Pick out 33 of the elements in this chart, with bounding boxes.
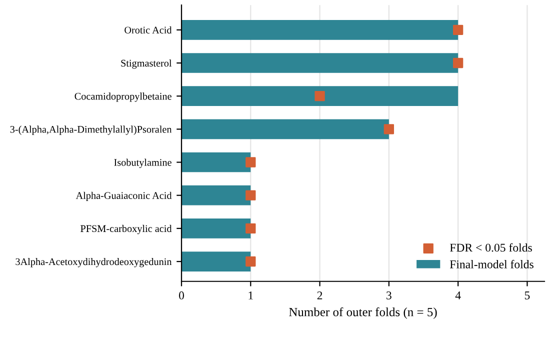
y-tick-label: Alpha-Guaiaconic Acid xyxy=(76,192,172,202)
point xyxy=(452,58,464,68)
point xyxy=(246,157,256,168)
x-tick-label: 0 xyxy=(179,291,184,300)
bar xyxy=(182,20,458,40)
bar xyxy=(182,119,389,140)
x-tick-label: 1 xyxy=(248,291,253,300)
y-tick-label: Stigmasterol xyxy=(121,59,172,69)
bar xyxy=(182,252,251,272)
x-axis-title: Number of outer folds (n = 5) xyxy=(289,307,437,319)
point xyxy=(314,90,325,102)
x-tick-label: 4 xyxy=(455,292,461,300)
bar xyxy=(182,218,251,238)
bar xyxy=(182,86,458,106)
point xyxy=(246,223,256,234)
bar xyxy=(182,53,458,73)
x-tick-label: 5 xyxy=(524,292,530,300)
y-tick-label: PFSM-carboxylic acid xyxy=(80,224,172,234)
bar xyxy=(182,185,251,206)
y-tick-label: 3Alpha-Acetoxydihydrodeoxygedunin xyxy=(16,258,172,268)
point xyxy=(246,190,256,200)
x-tick-label: 2 xyxy=(317,291,322,300)
x-tick-label: 3 xyxy=(386,291,392,300)
y-tick-label: Orotic Acid xyxy=(124,26,172,34)
y-tick-label: Isobutylamine xyxy=(114,158,172,168)
y-tick-label: 3-(Alpha,Alpha-Dimethylallyl)Psoralen xyxy=(10,126,172,135)
legend-label: FDR < 0.05 folds xyxy=(450,243,532,252)
point xyxy=(246,256,256,267)
point xyxy=(452,24,464,35)
legend-label: Final-model folds xyxy=(450,260,534,268)
bar xyxy=(182,152,251,172)
y-tick-label: Cocamidopropylbetaine xyxy=(74,92,172,102)
point xyxy=(384,124,394,134)
